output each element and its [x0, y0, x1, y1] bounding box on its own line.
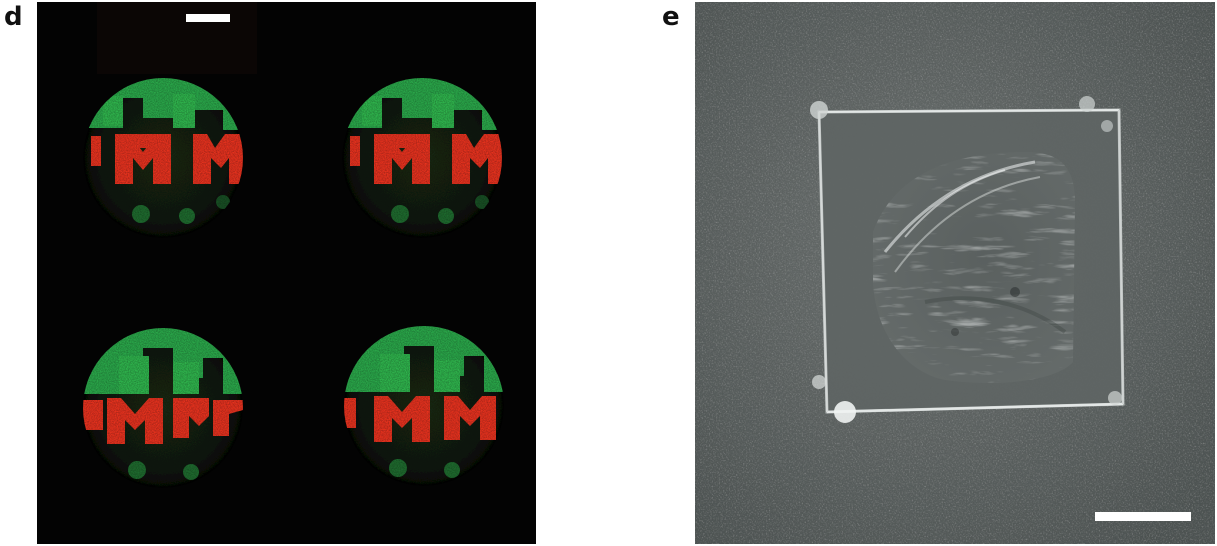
- micropattern-dot: [83, 328, 243, 488]
- micropattern-dot: [342, 78, 502, 238]
- micropattern-dot: [83, 78, 243, 238]
- micropattern-dot: [344, 326, 504, 486]
- scale-bar: [186, 14, 230, 22]
- panel-label-d: d: [4, 2, 23, 32]
- grayscale-image: [695, 2, 1215, 544]
- panel-label-e: e: [662, 2, 680, 32]
- grayscale-image-panel: [695, 2, 1215, 544]
- scale-bar: [1095, 512, 1191, 521]
- fluorescence-image: [37, 2, 536, 544]
- fluorescence-image-panel: [37, 2, 536, 544]
